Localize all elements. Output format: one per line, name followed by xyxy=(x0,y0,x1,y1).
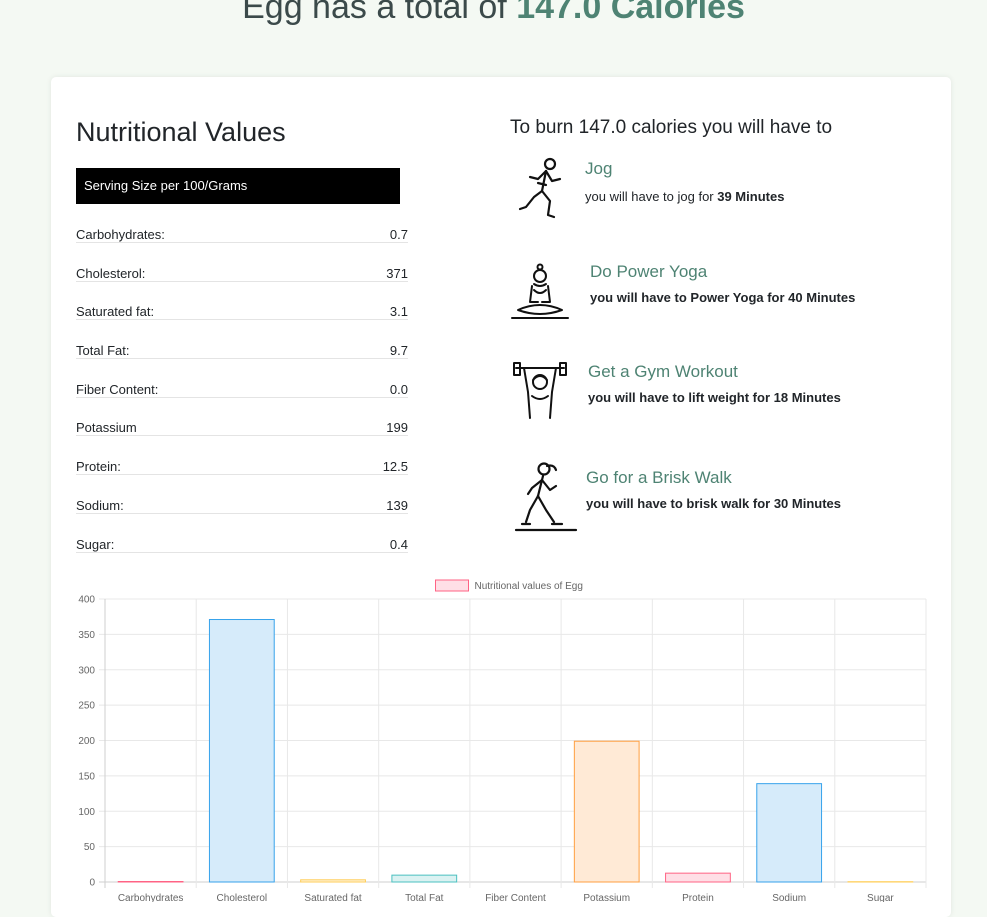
headline-calories: 147.0 Calories xyxy=(516,0,745,26)
x-tick-label: Saturated fat xyxy=(304,893,361,902)
x-tick-label: Cholesterol xyxy=(217,893,268,902)
x-tick-label: Protein xyxy=(682,893,714,902)
y-tick-label: 100 xyxy=(78,807,95,818)
x-tick-label: Total Fat xyxy=(405,893,444,902)
headline-prefix: Egg has a total of xyxy=(242,0,516,26)
y-tick-label: 300 xyxy=(78,665,95,676)
nutrition-bar-chart: 0 50 100 150 200 250 300 350 400 Carbohydrates Cho… xyxy=(51,77,951,902)
page-headline: Egg has a total of 147.0 Calories xyxy=(0,0,987,27)
results-card: Nutritional Values Serving Size per 100/… xyxy=(51,77,951,917)
chart-bar xyxy=(757,784,822,882)
y-tick-label: 200 xyxy=(78,736,95,747)
chart-bar xyxy=(209,620,274,882)
x-tick-label: Sugar xyxy=(867,893,894,902)
x-tick-label: Carbohydrates xyxy=(118,893,184,902)
y-tick-label: 150 xyxy=(78,771,95,782)
legend-swatch xyxy=(436,580,469,591)
y-tick-label: 250 xyxy=(78,701,95,712)
x-tick-label: Sodium xyxy=(772,893,806,902)
x-tick-label: Potassium xyxy=(583,893,630,902)
y-tick-label: 0 xyxy=(89,878,95,889)
y-tick-label: 50 xyxy=(84,842,96,853)
chart-bar xyxy=(666,873,731,882)
chart-bar xyxy=(574,741,639,882)
y-tick-label: 350 xyxy=(78,630,95,641)
chart-bar xyxy=(301,880,366,882)
legend-label: Nutritional values of Egg xyxy=(475,581,583,592)
chart-bar xyxy=(392,875,457,882)
y-tick-label: 400 xyxy=(78,595,95,606)
x-tick-label: Fiber Content xyxy=(485,893,546,902)
